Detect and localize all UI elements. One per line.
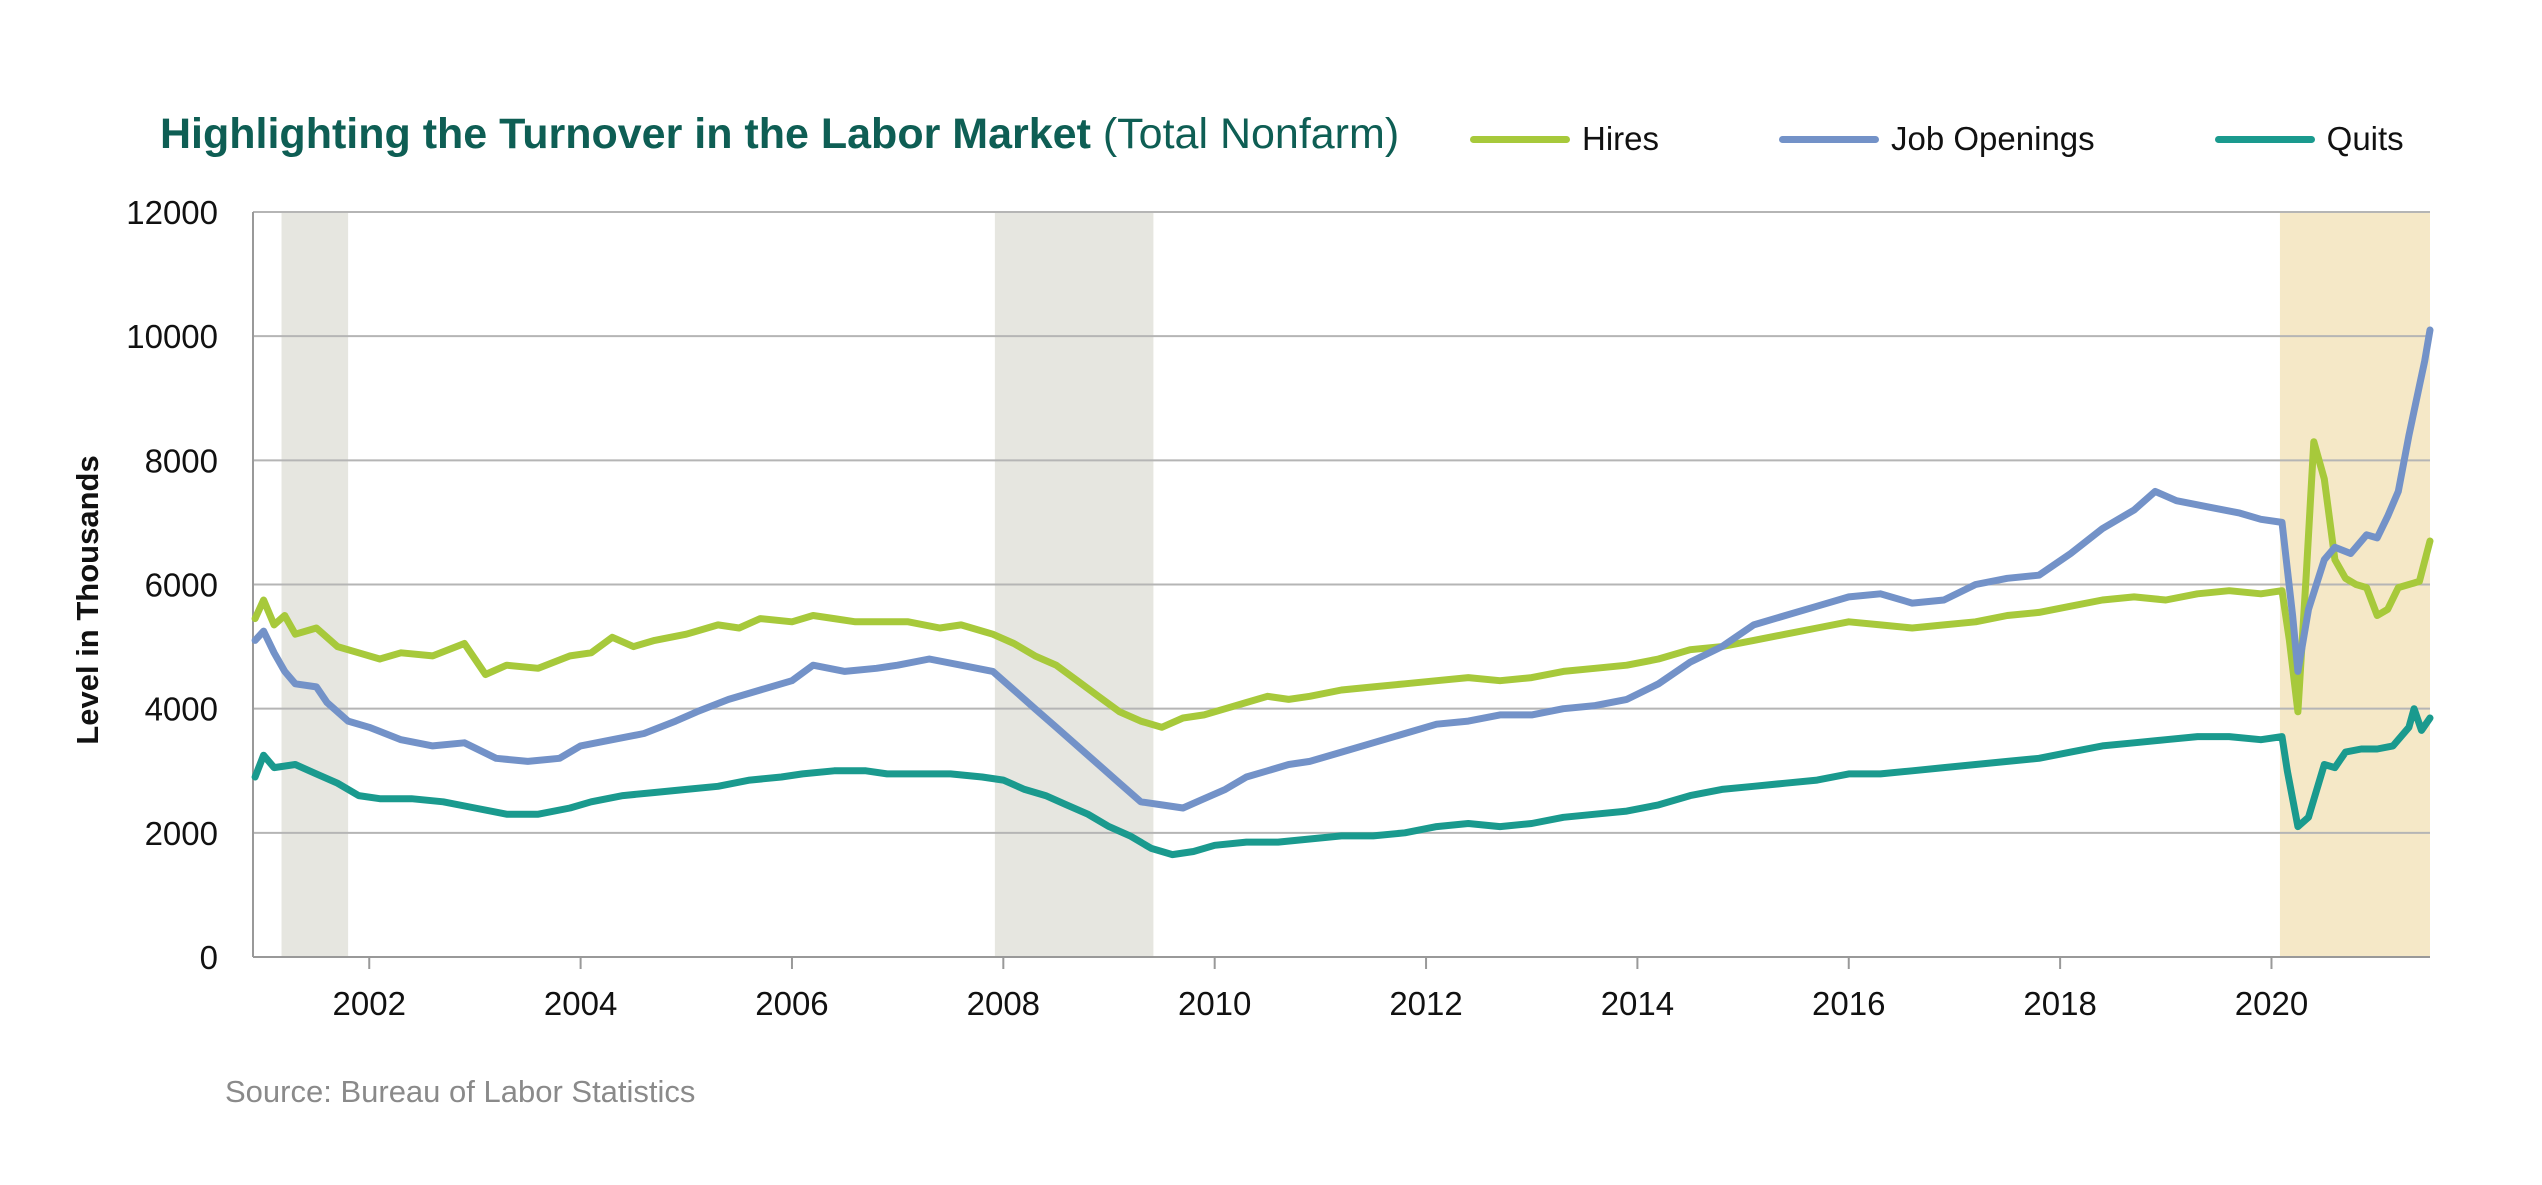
y-tick-label-12000: 12000 [126, 194, 218, 231]
x-tick-label-2018: 2018 [2023, 985, 2096, 1022]
chart-legend: Hires Job Openings Quits [1470, 120, 2404, 158]
x-tick-label-2014: 2014 [1601, 985, 1674, 1022]
x-tick-label-2004: 2004 [544, 985, 617, 1022]
legend-label-hires: Hires [1582, 120, 1660, 157]
y-tick-label-8000: 8000 [145, 442, 218, 479]
x-tick-label-2012: 2012 [1389, 985, 1462, 1022]
chart-title-subtitle: (Total Nonfarm) [1102, 110, 1400, 158]
legend-item-job-openings: Job Openings [1779, 120, 2095, 158]
y-tick-label-10000: 10000 [126, 318, 218, 355]
x-tick-label-2010: 2010 [1178, 985, 1251, 1022]
series-line-quits [251, 705, 2434, 859]
series-line-hires [251, 438, 2434, 731]
x-tick-label-2002: 2002 [333, 985, 406, 1022]
legend-swatch-quits [2214, 135, 2315, 143]
legend-item-hires: Hires [1470, 120, 1659, 158]
y-tick-label-2000: 2000 [145, 815, 218, 852]
y-tick-label-0: 0 [200, 939, 218, 976]
x-tick-label-2020: 2020 [2235, 985, 2308, 1022]
legend-swatch-job-openings [1779, 135, 1880, 143]
legend-label-job-openings: Job Openings [1891, 120, 2095, 157]
legend-swatch-hires [1470, 135, 1570, 143]
x-tick-label-2016: 2016 [1812, 985, 1885, 1022]
chart-title-bold: Highlighting the Turnover in the Labor M… [160, 110, 1091, 158]
y-tick-label-6000: 6000 [145, 567, 218, 604]
y-tick-label-4000: 4000 [145, 691, 218, 728]
series-line-job-openings [251, 326, 2434, 812]
legend-label-quits: Quits [2326, 120, 2404, 157]
source-note: Source: Bureau of Labor Statistics [225, 1074, 696, 1109]
legend-item-quits: Quits [2214, 120, 2404, 158]
x-tick-label-2008: 2008 [967, 985, 1040, 1022]
x-tick-label-2006: 2006 [755, 985, 828, 1022]
chart-title: Highlighting the Turnover in the Labor M… [160, 110, 1399, 159]
